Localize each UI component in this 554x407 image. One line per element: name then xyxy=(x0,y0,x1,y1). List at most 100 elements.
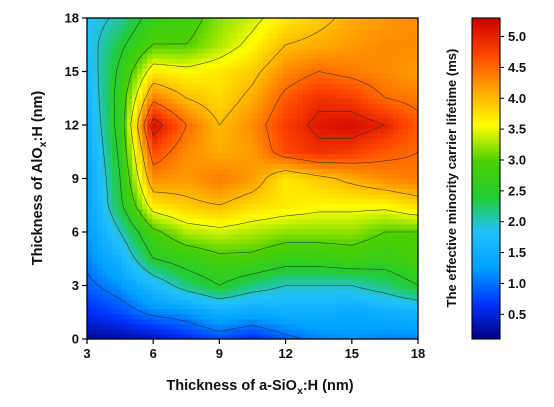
heatmap-cell xyxy=(167,158,173,165)
heatmap-cell xyxy=(297,228,304,235)
heatmap-cell xyxy=(152,158,158,165)
heatmap-cell xyxy=(302,298,309,305)
heatmap-cell xyxy=(287,223,294,230)
heatmap-cell xyxy=(122,88,128,94)
heatmap-cell xyxy=(382,263,389,270)
heatmap-cell xyxy=(162,73,168,79)
heatmap-cell xyxy=(397,223,404,230)
heatmap-cell xyxy=(312,33,319,39)
heatmap-cell xyxy=(152,248,158,255)
heatmap-cell xyxy=(267,168,274,175)
heatmap-cell xyxy=(322,113,329,119)
heatmap-cell xyxy=(192,168,198,175)
heatmap-cell xyxy=(112,318,118,325)
heatmap-cell xyxy=(387,133,394,139)
heatmap-cell xyxy=(202,243,208,250)
heatmap-cell xyxy=(352,303,359,310)
heatmap-cell xyxy=(332,283,339,290)
heatmap-cell xyxy=(112,308,118,315)
heatmap-cell xyxy=(97,213,103,220)
heatmap-cell xyxy=(262,118,269,124)
heatmap-cell xyxy=(307,318,314,325)
heatmap-cell xyxy=(262,38,269,44)
heatmap-cell xyxy=(402,73,409,79)
heatmap-cell xyxy=(387,263,394,270)
heatmap-cell xyxy=(392,98,399,104)
heatmap-cell xyxy=(387,258,394,265)
heatmap-cell xyxy=(187,143,193,150)
colorbar-segment xyxy=(472,218,500,222)
heatmap-cell xyxy=(337,313,344,320)
heatmap-cell xyxy=(397,243,404,250)
heatmap-cell xyxy=(377,163,384,170)
heatmap-cell xyxy=(142,63,148,69)
heatmap-cell xyxy=(262,148,269,155)
heatmap-cell xyxy=(157,18,163,24)
heatmap-cell xyxy=(112,73,118,79)
heatmap-cell xyxy=(152,113,158,119)
heatmap-cell xyxy=(397,278,404,285)
heatmap-cell xyxy=(397,68,404,74)
heatmap-cell xyxy=(237,178,244,185)
heatmap-cell xyxy=(332,163,339,170)
heatmap-cell xyxy=(262,108,269,114)
heatmap-cell xyxy=(212,318,218,325)
heatmap-cell xyxy=(217,33,224,39)
heatmap-cell xyxy=(147,98,153,104)
heatmap-cell xyxy=(227,248,234,255)
heatmap-cell xyxy=(107,298,113,305)
heatmap-cell xyxy=(347,133,354,139)
heatmap-cell xyxy=(162,178,168,185)
heatmap-cell xyxy=(287,163,294,170)
heatmap-cell xyxy=(392,233,399,240)
heatmap-cell xyxy=(257,63,264,69)
heatmap-cell xyxy=(137,18,143,24)
heatmap-cell xyxy=(387,218,394,225)
heatmap-cell xyxy=(92,178,98,185)
heatmap-cell xyxy=(137,168,143,175)
heatmap-cell xyxy=(272,328,279,335)
heatmap-cell xyxy=(257,98,264,104)
heatmap-cell xyxy=(377,183,384,190)
heatmap-cell xyxy=(147,163,153,170)
heatmap-cell xyxy=(327,123,334,129)
heatmap-cell xyxy=(127,203,133,210)
heatmap-cell xyxy=(137,273,143,280)
heatmap-cell xyxy=(332,273,339,280)
heatmap-cell xyxy=(217,328,224,335)
heatmap-cell xyxy=(197,283,203,290)
heatmap-cell xyxy=(107,263,113,270)
heatmap-cell xyxy=(332,198,339,205)
heatmap-cell xyxy=(122,163,128,170)
heatmap-cell xyxy=(267,333,274,339)
heatmap-cell xyxy=(312,128,319,134)
heatmap-cell xyxy=(362,128,369,134)
heatmap-cell xyxy=(242,193,249,200)
heatmap-cell xyxy=(92,233,98,240)
heatmap-cell xyxy=(117,303,123,310)
heatmap-cell xyxy=(187,178,193,185)
heatmap-cell xyxy=(287,173,294,180)
colorbar-segment xyxy=(472,98,500,102)
heatmap-cell xyxy=(302,318,309,325)
heatmap-cell xyxy=(302,303,309,310)
heatmap-cell xyxy=(397,268,404,275)
heatmap-cell xyxy=(207,113,213,119)
heatmap-cell xyxy=(207,93,213,99)
heatmap-cell xyxy=(412,38,418,44)
heatmap-cell xyxy=(382,208,389,215)
heatmap-cell xyxy=(277,208,284,215)
heatmap-cell xyxy=(317,168,324,175)
heatmap-cell xyxy=(337,168,344,175)
heatmap-cell xyxy=(212,143,218,150)
heatmap-cell xyxy=(152,253,158,260)
heatmap-cell xyxy=(257,83,264,89)
heatmap-cell xyxy=(182,243,188,250)
heatmap-cell xyxy=(257,218,264,225)
heatmap-cell xyxy=(172,93,178,99)
heatmap-cell xyxy=(242,138,249,144)
heatmap-cell xyxy=(237,193,244,200)
heatmap-cell xyxy=(172,18,178,24)
heatmap-cell xyxy=(362,123,369,129)
colorbar-tick-label: 1.5 xyxy=(508,245,526,260)
